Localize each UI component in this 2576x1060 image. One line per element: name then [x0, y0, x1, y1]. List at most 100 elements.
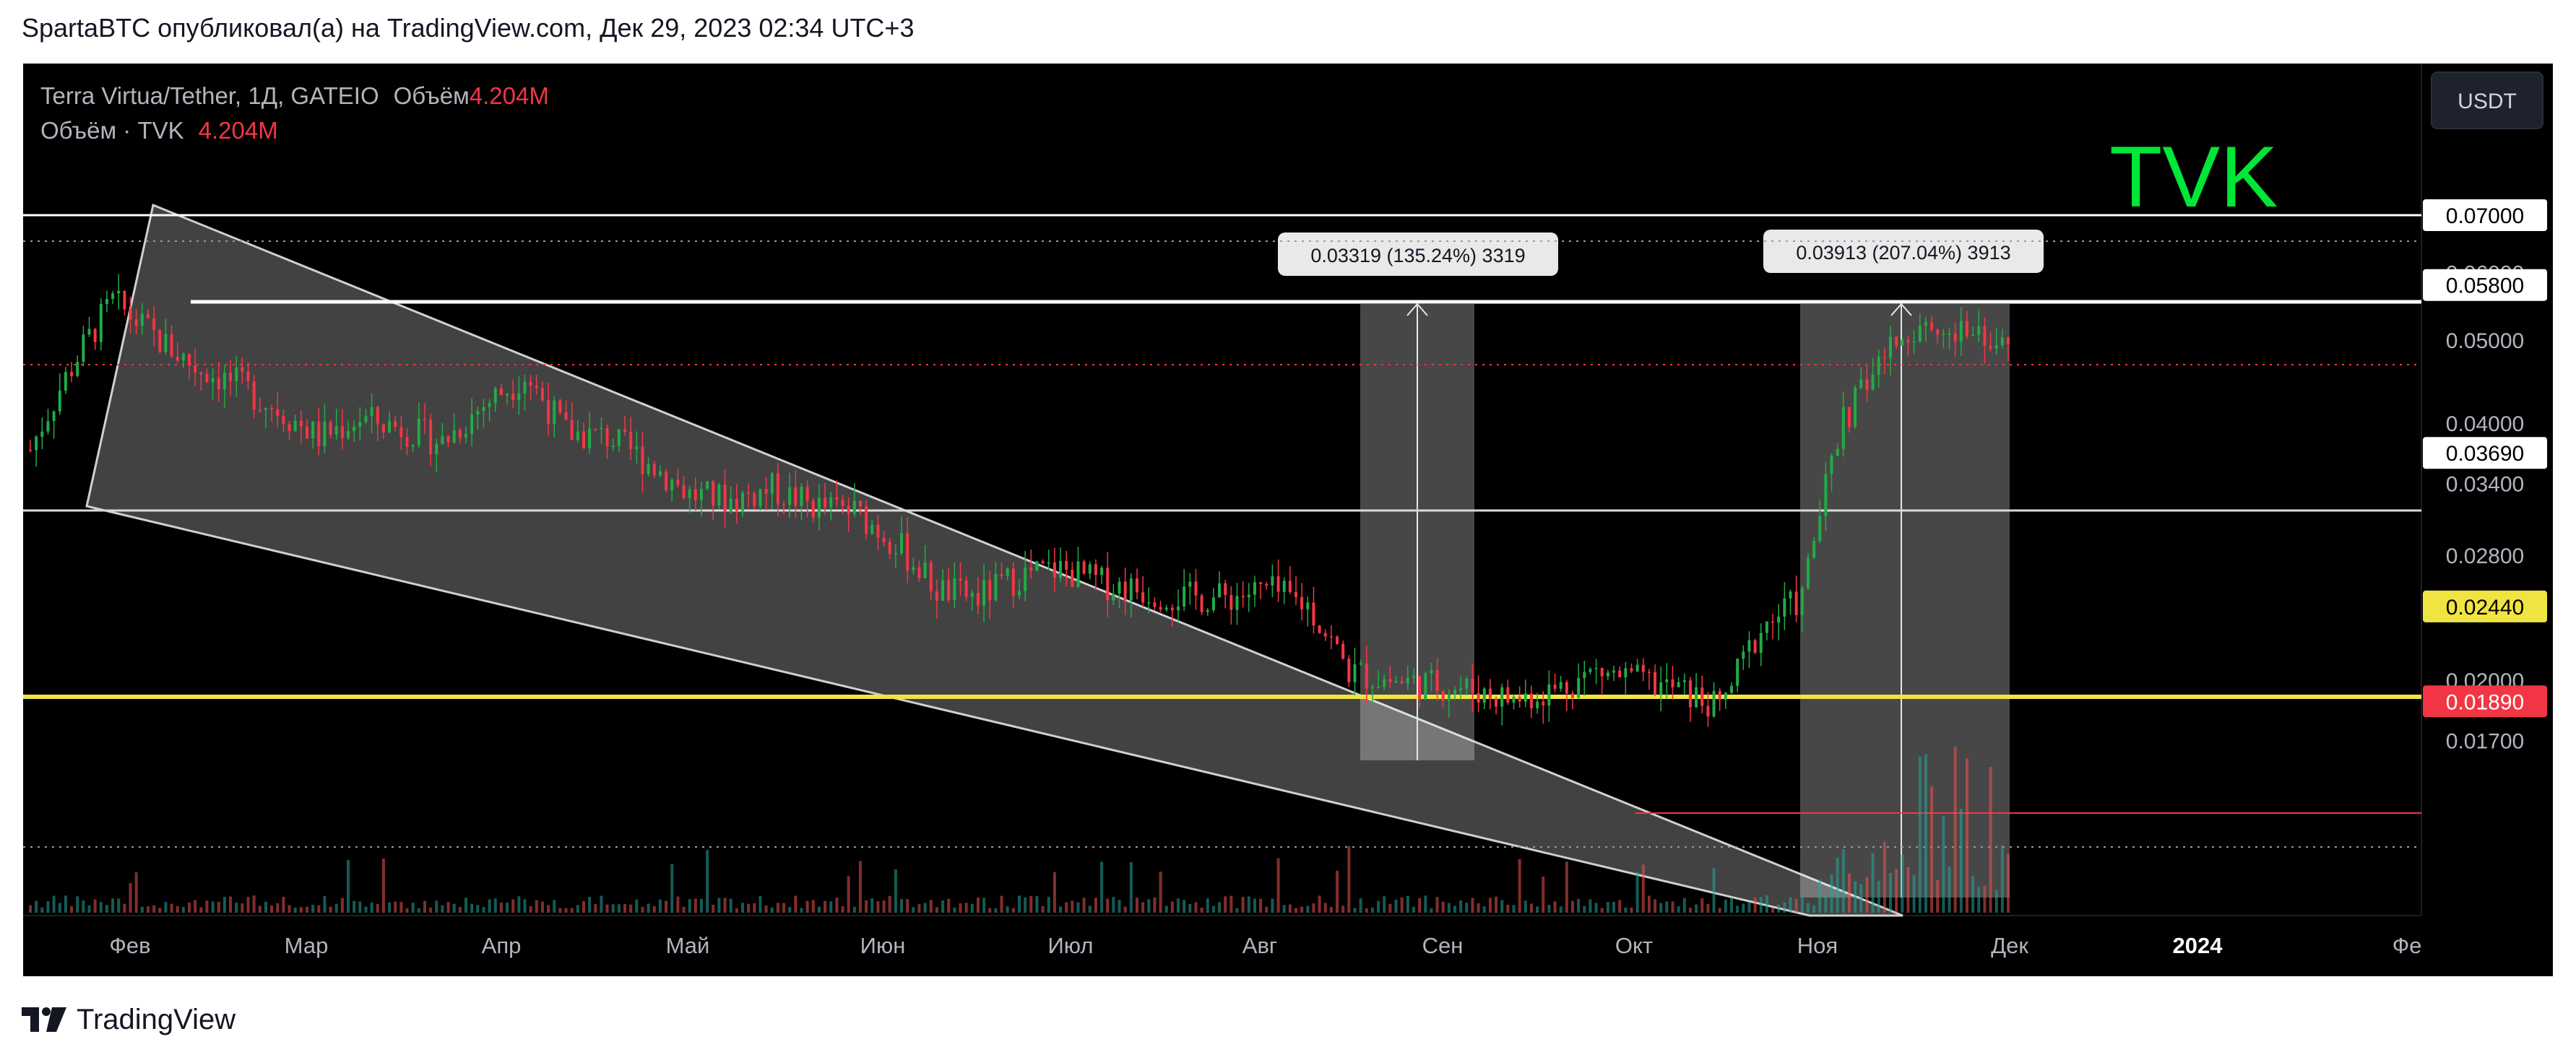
volume-bar: [93, 899, 97, 913]
candle-body: [882, 537, 886, 542]
volume-bar: [493, 898, 497, 913]
volume-bar: [693, 898, 697, 913]
time-tick-label-1: Мар: [285, 933, 329, 958]
candle-body: [829, 497, 833, 508]
candle-body: [1100, 568, 1104, 575]
candle-body: [1135, 578, 1138, 593]
volume-bar: [1695, 904, 1698, 913]
candle-body: [1418, 676, 1422, 700]
candle-body: [370, 407, 373, 417]
volume-bar: [1235, 908, 1239, 913]
candle-body: [988, 580, 992, 601]
candle-body: [611, 446, 615, 448]
measure-box-2[interactable]: 0.03913 (207.04%) 3913: [1763, 230, 2044, 898]
candle-body: [1512, 696, 1516, 703]
candle-body: [1282, 581, 1286, 592]
volume-bar: [1435, 897, 1439, 913]
candle-body: [1700, 687, 1704, 706]
candle-body: [1370, 687, 1374, 689]
falling-wedge[interactable]: [85, 203, 1903, 917]
volume-bar: [906, 898, 909, 913]
currency-button[interactable]: USDT: [2431, 71, 2543, 129]
tradingview-logo-icon: [22, 1007, 66, 1032]
time-tick-label-10: Дек: [1991, 933, 2028, 958]
price-axis[interactable]: 0.070000.060000.058000.050000.040000.036…: [2423, 199, 2547, 754]
candle-body: [517, 393, 521, 400]
candle-body: [1783, 598, 1786, 617]
price-candles[interactable]: [29, 274, 2010, 727]
volume-bar: [876, 901, 880, 913]
candle-body: [1654, 672, 1657, 695]
candle-body: [399, 427, 403, 438]
volume-bar: [1547, 905, 1551, 913]
measure-box-1[interactable]: 0.03319 (135.24%) 3319: [1278, 233, 1558, 760]
price-chart[interactable]: Terra Virtua/Tether, 1Д, GATEIO Объём4.20…: [23, 64, 2553, 976]
candle-body: [1406, 677, 1409, 684]
volume-bar: [670, 864, 674, 913]
candle-body: [123, 290, 126, 310]
volume-bar: [1424, 895, 1427, 913]
volume-bar: [99, 902, 103, 913]
volume-bar: [570, 908, 574, 913]
volume-bar: [188, 902, 191, 913]
volume-bar: [164, 902, 168, 913]
candle-body: [547, 400, 550, 424]
candle-body: [1241, 596, 1245, 598]
volume-bar: [429, 907, 433, 913]
volume-bar: [258, 905, 262, 913]
volume-bar: [446, 902, 450, 913]
volume-bar: [1065, 902, 1068, 913]
candle-body: [134, 319, 138, 326]
chart-panel[interactable]: Terra Virtua/Tether, 1Д, GATEIO Объём4.20…: [23, 64, 2553, 976]
volume-bar: [1406, 895, 1409, 913]
volume-bar: [652, 905, 656, 913]
symbol-watermark: TVK: [2109, 129, 2278, 225]
candle-body: [1471, 679, 1474, 693]
candle-body: [1895, 336, 1898, 346]
candle-body: [1018, 591, 1021, 596]
volume-bar: [1959, 809, 1963, 913]
candle-body: [347, 431, 350, 438]
candle-body: [847, 505, 850, 514]
candle-body: [1106, 568, 1110, 601]
candle-body: [46, 421, 50, 432]
volume-bar: [735, 908, 738, 913]
candle-body: [1265, 583, 1268, 586]
symbol-legend[interactable]: Terra Virtua/Tether, 1Д, GATEIO Объём4.20…: [40, 82, 549, 109]
time-tick-label-0: Фев: [109, 933, 150, 958]
time-tick-label-5: Июл: [1048, 933, 1094, 958]
volume-bar: [1200, 908, 1203, 913]
volume-bar: [947, 898, 951, 913]
candle-body: [1877, 357, 1880, 375]
volume-bar: [529, 905, 532, 913]
candle-body: [1400, 681, 1404, 684]
candle-body: [1047, 562, 1050, 564]
candle-body: [1218, 583, 1222, 598]
candle-body: [1194, 581, 1198, 596]
time-axis[interactable]: Фев Мар Апр Май Июн Июл Авг Сен Окт Ноя Дек 2024 Фе: [109, 933, 2421, 958]
volume-bar: [64, 895, 67, 913]
volume-bar: [1453, 905, 1457, 913]
candle-body: [1777, 617, 1781, 622]
volume-bar: [1430, 908, 1433, 913]
candle-body: [706, 481, 709, 489]
candle-body: [1771, 621, 1775, 623]
volume-bar: [222, 897, 226, 913]
price-tick-label-11: 0.01700: [2446, 730, 2524, 754]
candle-body: [1983, 326, 1987, 346]
volume-bar: [1812, 905, 1816, 913]
volume-bar: [1677, 906, 1680, 913]
candle-body: [735, 498, 738, 511]
candle-body: [665, 471, 668, 490]
volume-bar: [305, 906, 308, 913]
volume-bar: [723, 898, 727, 913]
candle-body: [635, 446, 639, 450]
volume-indicator-legend[interactable]: Объём · TVK 4.204M: [40, 117, 278, 144]
volume-bar: [1477, 903, 1480, 913]
candle-body: [1971, 334, 1975, 336]
volume-bar: [235, 903, 238, 913]
candle-body: [782, 504, 786, 505]
volume-bar: [29, 905, 32, 913]
candle-body: [1065, 560, 1068, 570]
footer[interactable]: TradingView: [22, 998, 235, 1041]
